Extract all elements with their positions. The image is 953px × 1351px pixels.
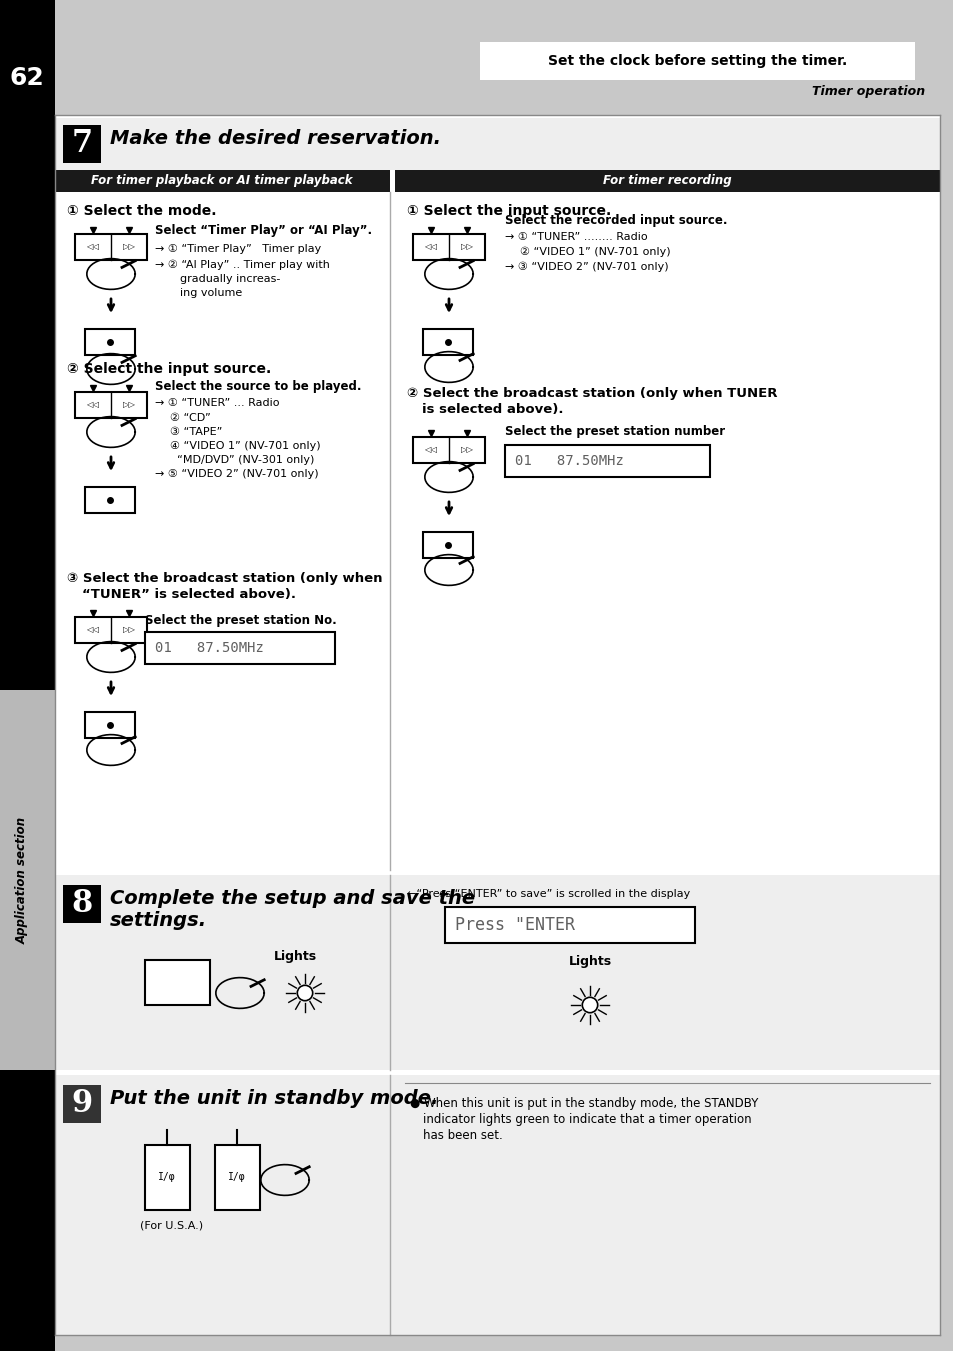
Bar [55,0,953,115]
Text: ▷▷: ▷▷ [460,446,473,454]
Text: Timer operation: Timer operation [811,85,924,99]
Text: ◁◁: ◁◁ [424,446,437,454]
Text: 8: 8 [71,888,92,919]
Text: I/φ: I/φ [228,1173,246,1182]
Text: → ① “TUNER” ........ Radio: → ① “TUNER” ........ Radio [504,232,647,242]
Text: (For U.S.A.): (For U.S.A.) [140,1220,203,1229]
Text: ◁◁: ◁◁ [424,242,437,251]
Text: → ① “TUNER” ... Radio: → ① “TUNER” ... Radio [154,399,279,408]
Text: Select the preset station No.: Select the preset station No. [145,613,336,627]
Text: ▷▷: ▷▷ [122,626,135,635]
Text: 9: 9 [71,1088,92,1119]
Bar [395,170,939,192]
Text: 62: 62 [10,66,45,91]
Text: ▷▷: ▷▷ [460,242,473,251]
Bar [145,961,210,1005]
Text: ② “VIDEO 1” (NV-701 only): ② “VIDEO 1” (NV-701 only) [519,247,670,257]
Text: Put the unit in standby mode.: Put the unit in standby mode. [110,1089,438,1108]
Bar [55,170,390,192]
Text: ◁◁: ◁◁ [87,242,99,251]
Bar [55,875,939,1070]
Text: settings.: settings. [110,911,207,929]
Text: 01   87.50MHz: 01 87.50MHz [515,454,623,467]
Text: Press "ENTER: Press "ENTER [455,916,575,934]
Bar [85,712,135,738]
Text: Application section: Application section [15,816,29,943]
Bar [422,532,473,558]
Text: is selected above).: is selected above). [421,403,563,416]
Bar [145,632,335,663]
Bar [214,1146,260,1210]
Bar [75,392,147,417]
Text: ▷▷: ▷▷ [122,242,135,251]
Text: ② Select the broadcast station (only when TUNER: ② Select the broadcast station (only whe… [407,386,777,400]
Bar [63,885,101,923]
Text: “TUNER” is selected above).: “TUNER” is selected above). [82,588,295,601]
Text: → ⑤ “VIDEO 2” (NV-701 only): → ⑤ “VIDEO 2” (NV-701 only) [154,469,318,480]
Text: ◁◁: ◁◁ [87,626,99,635]
Bar [63,1085,101,1123]
Text: Lights: Lights [274,950,316,963]
Bar [85,486,135,513]
Circle shape [297,985,313,1001]
Text: For timer recording: For timer recording [602,174,731,186]
Text: has been set.: has been set. [422,1129,502,1142]
Text: ① Select the mode.: ① Select the mode. [67,204,216,218]
Text: ③ “TAPE”: ③ “TAPE” [170,427,222,436]
Bar [63,126,101,163]
Text: Select “Timer Play” or “AI Play”.: Select “Timer Play” or “AI Play”. [154,224,372,236]
Text: ② Select the input source.: ② Select the input source. [67,362,271,376]
Text: 01   87.50MHz: 01 87.50MHz [154,640,264,655]
Text: Select the preset station number: Select the preset station number [504,426,724,438]
Text: ◁◁: ◁◁ [87,400,99,409]
Text: ←“Press “ENTER” to save” is scrolled in the display: ←“Press “ENTER” to save” is scrolled in … [407,889,690,898]
Text: → ② “AI Play” .. Timer play with: → ② “AI Play” .. Timer play with [154,259,330,270]
Bar [0,690,55,1070]
Text: I/φ: I/φ [158,1173,175,1182]
Text: ③ Select the broadcast station (only when: ③ Select the broadcast station (only whe… [67,571,382,585]
Bar [444,907,695,943]
Text: Select the recorded input source.: Select the recorded input source. [504,213,727,227]
Text: indicator lights green to indicate that a timer operation: indicator lights green to indicate that … [422,1113,751,1125]
Text: → ① “Timer Play”   Timer play: → ① “Timer Play” Timer play [154,245,321,254]
Text: Select the source to be played.: Select the source to be played. [154,380,361,393]
Bar [145,1146,190,1210]
Bar [75,617,147,643]
Text: ② “CD”: ② “CD” [170,413,211,423]
Bar [55,118,939,170]
Text: ① Select the input source.: ① Select the input source. [407,204,611,218]
Text: Set the clock before setting the timer.: Set the clock before setting the timer. [548,54,846,68]
Bar [479,42,914,80]
Text: Lights: Lights [568,955,611,969]
Text: ▷▷: ▷▷ [122,400,135,409]
Bar [55,1075,939,1335]
Text: ing volume: ing volume [180,288,242,299]
Bar [75,234,147,259]
Bar [422,330,473,355]
Text: For timer playback or AI timer playback: For timer playback or AI timer playback [91,174,353,186]
Text: ● When this unit is put in the standby mode, the STANDBY: ● When this unit is put in the standby m… [410,1097,758,1111]
Text: ④ “VIDEO 1” (NV-701 only): ④ “VIDEO 1” (NV-701 only) [170,440,320,451]
Bar [85,330,135,355]
Circle shape [581,997,598,1013]
Text: “MD/DVD” (NV-301 only): “MD/DVD” (NV-301 only) [177,455,314,465]
Text: gradually increas-: gradually increas- [180,274,280,284]
Text: Complete the setup and save the: Complete the setup and save the [110,889,475,908]
Bar [413,436,484,463]
Bar [504,444,709,477]
Text: → ③ “VIDEO 2” (NV-701 only): → ③ “VIDEO 2” (NV-701 only) [504,262,668,273]
Bar [0,0,55,1351]
Text: Make the desired reservation.: Make the desired reservation. [110,128,440,149]
Text: 7: 7 [71,128,92,159]
Bar [413,234,484,259]
